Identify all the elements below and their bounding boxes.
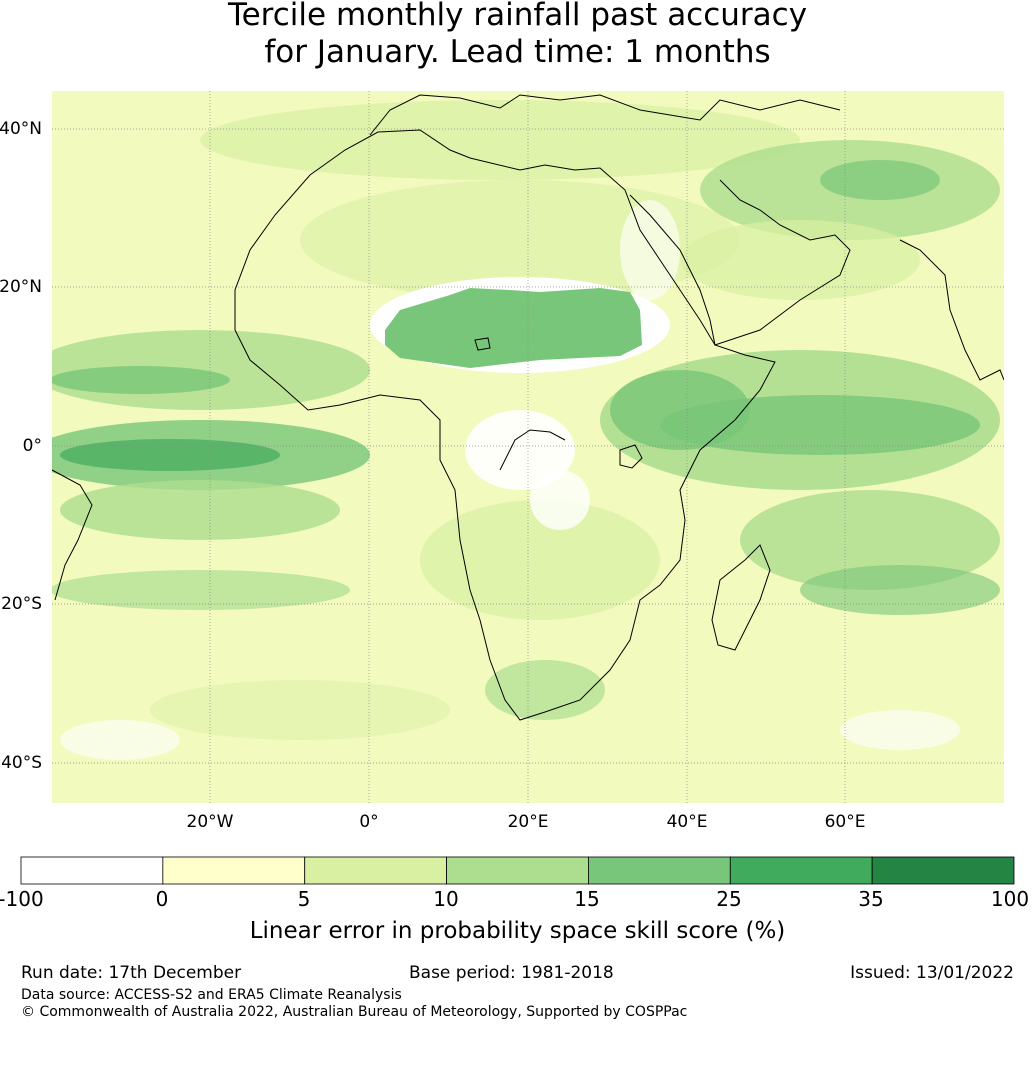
base-period: Base period: 1981-2018: [409, 963, 614, 983]
colorbar-swatch: [162, 856, 306, 885]
lat-label-40n: 40°N: [0, 119, 42, 139]
lon-label-20w: 20°W: [186, 812, 234, 832]
low-skill-region: [465, 410, 575, 490]
skill-region: [52, 570, 350, 610]
data-source: Data source: ACCESS-S2 and ERA5 Climate …: [21, 987, 402, 1003]
skill-region: [200, 100, 800, 180]
low-skill-region: [530, 470, 590, 530]
issued-date: Issued: 13/01/2022: [850, 963, 1014, 983]
skill-region: [485, 660, 605, 720]
skill-region: [800, 565, 1000, 615]
colorbar-swatch: [588, 856, 731, 885]
colorbar-tick-label: 0: [155, 887, 169, 911]
coastline-south-america: [52, 469, 93, 601]
coastline-arabia: [629, 179, 851, 346]
coastline-africa: [234, 129, 776, 721]
lat-label-20n: 20°N: [0, 277, 42, 297]
lon-label-40e: 40°E: [666, 812, 708, 832]
lat-label-20s: 20°S: [1, 594, 42, 614]
low-skill-region: [60, 720, 180, 760]
lake-victoria: [619, 444, 643, 469]
colorbar: [20, 856, 1015, 885]
skill-region: [60, 439, 280, 471]
colorbar-swatch: [446, 856, 589, 885]
coastline-madagascar: [711, 544, 771, 651]
colorbar-tick-label: -100: [0, 887, 44, 911]
lon-label-60e: 60°E: [824, 812, 866, 832]
colorbar-tick-label: 25: [716, 887, 742, 911]
colorbar-tick-label: 10: [433, 887, 459, 911]
title-line-1: Tercile monthly rainfall past accuracy: [227, 0, 808, 33]
skill-region: [420, 500, 660, 620]
colorbar-swatch: [20, 856, 164, 885]
copyright: © Commonwealth of Australia 2022, Austra…: [21, 1004, 688, 1020]
low-skill-region: [620, 200, 680, 300]
skill-region: [52, 366, 230, 394]
colorbar-tick-label: 35: [858, 887, 884, 911]
coastlines: [52, 94, 1004, 721]
skill-region: [740, 490, 1000, 590]
lat-label-40s: 40°S: [1, 753, 42, 773]
colorbar-tick-label: 100: [990, 887, 1030, 911]
skill-region: [820, 160, 940, 200]
colorbar-swatch: [729, 856, 873, 885]
lon-label-20e: 20°E: [507, 812, 549, 832]
colorbar-title: Linear error in probability space skill …: [249, 918, 786, 944]
skill-region: [60, 480, 340, 540]
skill-region: [385, 288, 642, 368]
colorbar-tick-label: 5: [297, 887, 311, 911]
colorbar-tick-label: 15: [574, 887, 600, 911]
lake-chad: [474, 337, 491, 351]
river-congo: [499, 429, 566, 471]
skill-region: [150, 680, 450, 740]
title-line-2: for January. Lead time: 1 months: [264, 34, 771, 70]
skill-region: [610, 370, 750, 450]
coastline-india: [899, 239, 1004, 381]
lat-label-0: 0°: [22, 436, 42, 456]
low-skill-region: [840, 710, 960, 750]
coastline-europe: [369, 94, 841, 136]
colorbar-swatch: [304, 856, 447, 885]
colorbar-swatch: [871, 856, 1015, 885]
run-date: Run date: 17th December: [21, 963, 242, 983]
skill-region: [680, 220, 920, 300]
lon-label-0: 0°: [359, 812, 379, 832]
skill-grid: [52, 91, 1004, 803]
